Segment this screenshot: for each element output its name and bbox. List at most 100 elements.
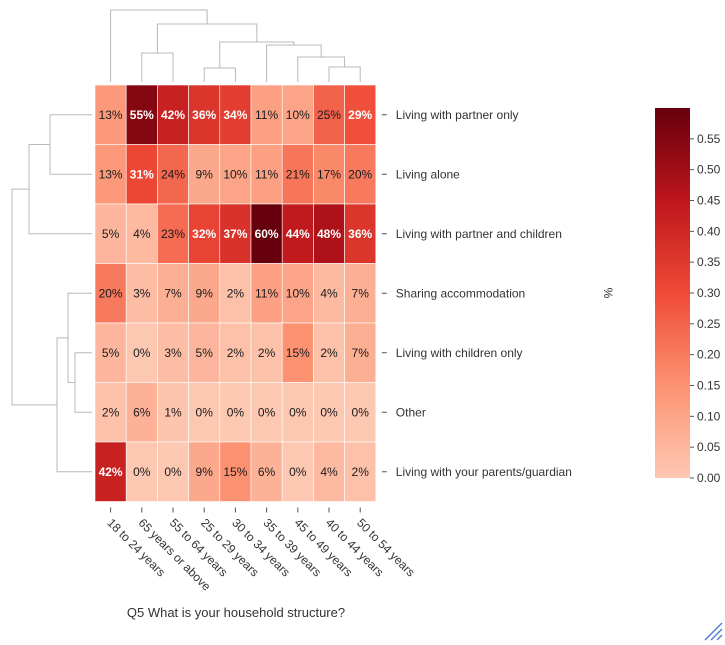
- cell-value-label: 0%: [289, 405, 307, 419]
- heatmap-cell: [344, 84, 377, 145]
- heatmap-cell: [250, 382, 283, 443]
- cell-value-label: 0%: [227, 405, 245, 419]
- cell-value-label: 55%: [130, 108, 154, 122]
- heatmap-cell: [250, 144, 283, 205]
- heatmap-cell: [94, 203, 127, 264]
- cell-value-label: 23%: [161, 227, 185, 241]
- cell-value-label: 24%: [161, 167, 185, 181]
- cell-value-label: 36%: [348, 227, 372, 241]
- dendrogram-link: [110, 9, 208, 82]
- heatmap-cell: [313, 382, 345, 443]
- heatmap-cell: [125, 144, 158, 205]
- dendrogram-link: [74, 352, 92, 413]
- cell-value-label: 0%: [196, 405, 214, 419]
- x-axis-label: Q5 What is your household structure?: [127, 605, 345, 620]
- row-label: Living with partner only: [396, 108, 519, 122]
- colorbar-tick-label: 0.05: [697, 440, 721, 454]
- dendrogram-link: [11, 188, 57, 406]
- heatmap-cell: [219, 203, 252, 264]
- cell-value-label: 3%: [133, 286, 151, 300]
- cell-value-label: 7%: [352, 346, 370, 360]
- heatmap-cell: [157, 263, 189, 324]
- cell-value-label: 7%: [164, 286, 182, 300]
- cell-value-label: 29%: [348, 108, 372, 122]
- cell-value-label: 5%: [102, 227, 120, 241]
- heatmap-cell: [281, 263, 314, 324]
- row-label: Sharing accommodation: [396, 286, 525, 300]
- row-label: Other: [396, 405, 426, 419]
- dendrogram-link: [266, 44, 322, 82]
- cell-value-label: 20%: [348, 167, 372, 181]
- cell-value-label: 0%: [352, 405, 370, 419]
- heatmap-cell: [125, 322, 158, 383]
- colorbar-tick-label: 0.55: [697, 132, 721, 146]
- cell-value-label: 31%: [130, 167, 154, 181]
- row-label: Living with your parents/guardian: [396, 465, 572, 479]
- cell-value-label: 9%: [196, 167, 214, 181]
- cell-value-label: 10%: [286, 286, 310, 300]
- colorbar-tick-label: 0.25: [697, 317, 721, 331]
- row-label: Living with partner and children: [396, 227, 562, 241]
- heatmap-cell: [219, 144, 252, 205]
- cell-value-label: 0%: [320, 405, 338, 419]
- cell-value-label: 5%: [102, 346, 120, 360]
- heatmap-cell: [250, 441, 283, 502]
- colorbar-tick-label: 0.15: [697, 379, 721, 393]
- heatmap-cell: [94, 263, 127, 324]
- cell-value-label: 10%: [223, 167, 247, 181]
- cell-value-label: 1%: [164, 405, 182, 419]
- heatmap-cell: [313, 441, 345, 502]
- cell-value-label: 4%: [320, 465, 338, 479]
- heatmap-cell: [125, 441, 158, 502]
- heatmap-cell: [188, 144, 221, 205]
- heatmap-cell: [188, 263, 221, 324]
- heatmap-cell: [344, 263, 377, 324]
- dendrogram-link: [67, 292, 92, 383]
- cell-value-label: 11%: [255, 108, 278, 122]
- cell-value-label: 17%: [317, 167, 341, 181]
- dendrogram-link: [156, 23, 258, 53]
- cell-value-label: 9%: [196, 286, 214, 300]
- cell-value-label: 6%: [133, 405, 151, 419]
- cell-value-label: 2%: [227, 286, 245, 300]
- cell-value-label: 42%: [99, 465, 123, 479]
- cell-value-label: 32%: [192, 227, 216, 241]
- cell-value-label: 60%: [255, 227, 279, 241]
- cell-value-label: 15%: [286, 346, 310, 360]
- colorbar-tick-label: 0.00: [697, 471, 721, 485]
- dendrogram-link: [203, 67, 236, 82]
- heatmap-cell: [219, 441, 252, 502]
- cell-value-label: 10%: [286, 108, 310, 122]
- heatmap-cell: [125, 84, 158, 145]
- colorbar-tick-label: 0.50: [697, 163, 721, 177]
- cell-value-label: 2%: [352, 465, 370, 479]
- cell-value-label: 15%: [223, 465, 247, 479]
- colorbar: 0.00 0.05 0.10 0.15 0.20 0.25 0.30 0.35 0.40 0.45…: [655, 108, 721, 485]
- cell-value-label: 0%: [164, 465, 182, 479]
- colorbar-gradient: [655, 108, 690, 478]
- cell-value-label: 2%: [320, 346, 338, 360]
- cell-value-label: 9%: [196, 465, 214, 479]
- cell-value-label: 13%: [99, 108, 123, 122]
- resize-handle-icon[interactable]: [704, 622, 723, 641]
- colorbar-tick-label: 0.30: [697, 286, 721, 300]
- cell-value-label: 13%: [99, 167, 123, 181]
- cell-value-label: 2%: [258, 346, 276, 360]
- heatmap-cell: [94, 322, 127, 383]
- cell-value-label: 0%: [133, 465, 151, 479]
- heatmap-cell: [250, 203, 283, 264]
- heatmap-cells: 13% 55% 42% 36% 34% 11% 10% 25% 29% 13% 31% 24% 9% 10…: [94, 84, 377, 502]
- dendrogram-link: [28, 144, 92, 235]
- heatmap-cell: [219, 263, 252, 324]
- cell-value-label: 44%: [286, 227, 310, 241]
- heatmap-cell: [344, 203, 377, 264]
- heatmap-cell: [157, 144, 189, 205]
- row-label: Living alone: [396, 167, 460, 181]
- heatmap-cell: [281, 203, 314, 264]
- heatmap-cell: [157, 441, 189, 502]
- heatmap-cell: [125, 263, 158, 324]
- heatmap-cell: [313, 203, 345, 264]
- heatmap-cell: [94, 144, 127, 205]
